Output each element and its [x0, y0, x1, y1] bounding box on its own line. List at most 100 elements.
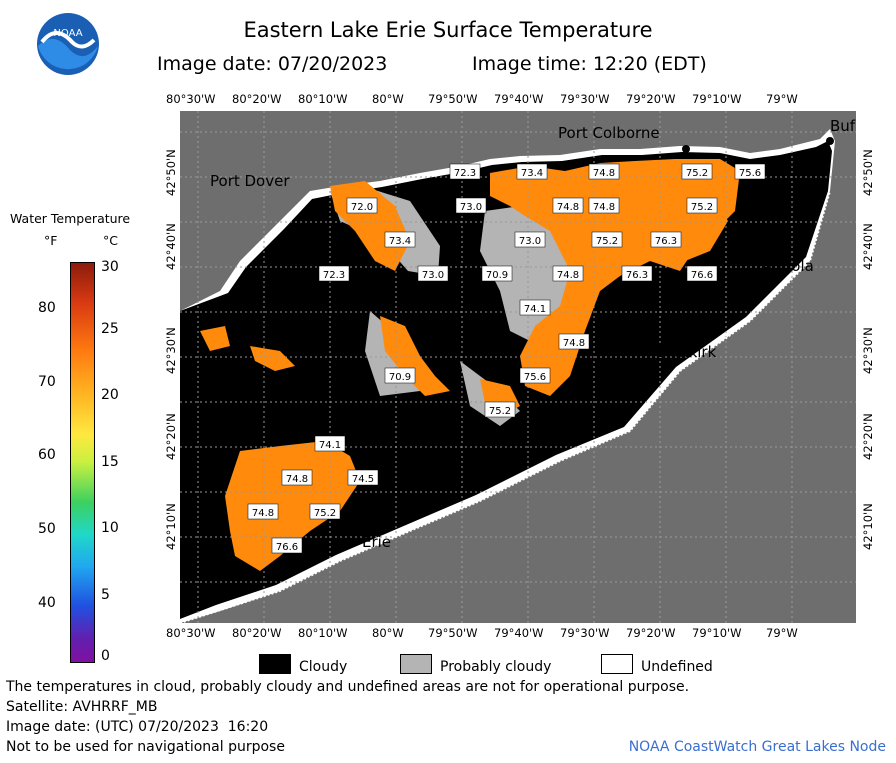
lon-tick: 79°40'W — [494, 92, 544, 106]
temperature-label-box — [621, 265, 653, 282]
unit-fahrenheit: °F — [44, 233, 58, 248]
lon-tick: 80°20'W — [232, 626, 282, 640]
c-tick: 30 — [101, 259, 119, 275]
navigation-warning: Not to be used for navigational purpose — [6, 739, 285, 755]
temperature-label-box — [314, 435, 346, 452]
temperature-label-box — [519, 299, 551, 316]
lon-tick: 80°10'W — [298, 626, 348, 640]
lon-tick: 79°30'W — [560, 626, 610, 640]
temperature-label: 72.3 — [454, 168, 476, 179]
c-tick: 0 — [101, 648, 110, 664]
temperature-label: 73.0 — [519, 236, 541, 247]
temperature-label-box — [449, 163, 481, 180]
temperature-label: 72.3 — [323, 270, 345, 281]
image-time: Image time: 12:20 (EDT) — [472, 53, 707, 75]
temperature-label: 75.2 — [489, 406, 511, 417]
logo-text: NOAA — [53, 28, 82, 39]
temperature-label: 76.6 — [276, 542, 298, 553]
f-tick: 60 — [38, 447, 56, 463]
lon-tick: 79°30'W — [560, 92, 610, 106]
temperature-labels: 72.3 73.4 74.8 75.2 75.6 72.0 73.0 74.8 74.8 75.2… — [247, 163, 766, 554]
operational-note: The temperatures in cloud, probably clou… — [6, 679, 690, 695]
cloudy-swatch — [259, 654, 291, 674]
place-label: Port Colborne — [558, 124, 660, 142]
temperature-label-box — [309, 503, 341, 520]
temperature-label-box — [247, 503, 279, 520]
temperature-label: 70.9 — [486, 270, 508, 281]
temperature-label: 75.2 — [686, 168, 708, 179]
lon-tick: 79°50'W — [428, 626, 478, 640]
lat-tick: 42°30'N — [861, 327, 875, 374]
temperature-label-box — [686, 265, 718, 282]
image-date: Image date: 07/20/2023 — [157, 53, 388, 75]
cloudy-label: Cloudy — [299, 659, 348, 675]
lon-tick: 80°20'W — [232, 92, 282, 106]
lon-tick: 79°50'W — [428, 92, 478, 106]
temperature-label: 76.6 — [691, 270, 713, 281]
temperature-label-box — [346, 197, 378, 214]
temperature-label: 74.8 — [557, 202, 579, 213]
temperature-label: 75.2 — [596, 236, 618, 247]
lake-map: Port Colborne Port Dover Angola Dunkirk … — [180, 111, 856, 623]
lat-tick: 42°50'N — [861, 149, 875, 196]
temperature-label-box — [481, 265, 513, 282]
temperature-label-box — [384, 367, 416, 384]
c-tick: 15 — [101, 454, 119, 470]
lon-tick: 79°W — [766, 626, 798, 640]
temperature-label: 73.0 — [422, 270, 444, 281]
temperature-label-box — [552, 265, 584, 282]
place-label: Angola — [762, 257, 814, 275]
lon-tick: 80°30'W — [166, 626, 216, 640]
temperature-label: 72.0 — [351, 202, 373, 213]
f-tick: 40 — [38, 595, 56, 611]
temperature-label-box — [417, 265, 449, 282]
temperature-label-box — [516, 163, 548, 180]
f-tick: 80 — [38, 300, 56, 316]
temperature-label-box — [591, 231, 623, 248]
lon-tick: 79°20'W — [626, 92, 676, 106]
temperature-label: 74.8 — [557, 270, 579, 281]
water-temperature-areas — [200, 159, 740, 571]
temperature-label-box — [347, 469, 379, 486]
lon-tick: 80°W — [372, 92, 404, 106]
temperature-label-box — [734, 163, 766, 180]
temperature-label-box — [484, 401, 516, 418]
lat-tick: 42°30'N — [164, 327, 178, 374]
temperature-label: 74.8 — [593, 168, 615, 179]
temperature-label: 76.3 — [655, 236, 677, 247]
south-shoreline — [180, 190, 831, 623]
place-label: Buf — [830, 117, 856, 135]
temperature-label-box — [650, 231, 682, 248]
undefined-swatch — [601, 654, 633, 674]
temperature-label-box — [686, 197, 718, 214]
temperature-label: 74.8 — [252, 508, 274, 519]
lon-tick: 80°10'W — [298, 92, 348, 106]
lon-tick: 79°10'W — [692, 626, 742, 640]
legend-title: Water Temperature — [10, 211, 131, 226]
lon-tick: 79°40'W — [494, 626, 544, 640]
lon-tick: 80°30'W — [166, 92, 216, 106]
c-tick: 10 — [101, 520, 119, 536]
temperature-label-box — [588, 163, 620, 180]
c-tick: 20 — [101, 387, 119, 403]
noaa-logo: NOAA — [37, 13, 99, 75]
temperature-label: 76.3 — [626, 270, 648, 281]
page-title: Eastern Lake Erie Surface Temperature — [243, 18, 653, 42]
lon-tick: 79°10'W — [692, 92, 742, 106]
place-label: Port Dover — [210, 172, 290, 190]
lat-tick: 42°20'N — [861, 413, 875, 460]
color-bar — [70, 262, 95, 663]
satellite-info: Satellite: AVHRRF_MB — [6, 699, 158, 715]
lat-tick: 42°40'N — [861, 223, 875, 270]
utc-date: Image date: (UTC) 07/20/2023 16:20 — [6, 719, 269, 735]
erie-marker — [356, 526, 364, 534]
temperature-label-box — [281, 469, 313, 486]
f-tick: 70 — [38, 374, 56, 390]
lat-tick: 42°10'N — [164, 503, 178, 550]
temperature-label-box — [681, 163, 713, 180]
temperature-label: 74.1 — [319, 440, 341, 451]
temperature-label: 75.6 — [524, 372, 546, 383]
temperature-label-box — [455, 197, 487, 214]
lat-tick: 42°10'N — [861, 503, 875, 550]
probably-cloudy-label: Probably cloudy — [440, 659, 552, 675]
